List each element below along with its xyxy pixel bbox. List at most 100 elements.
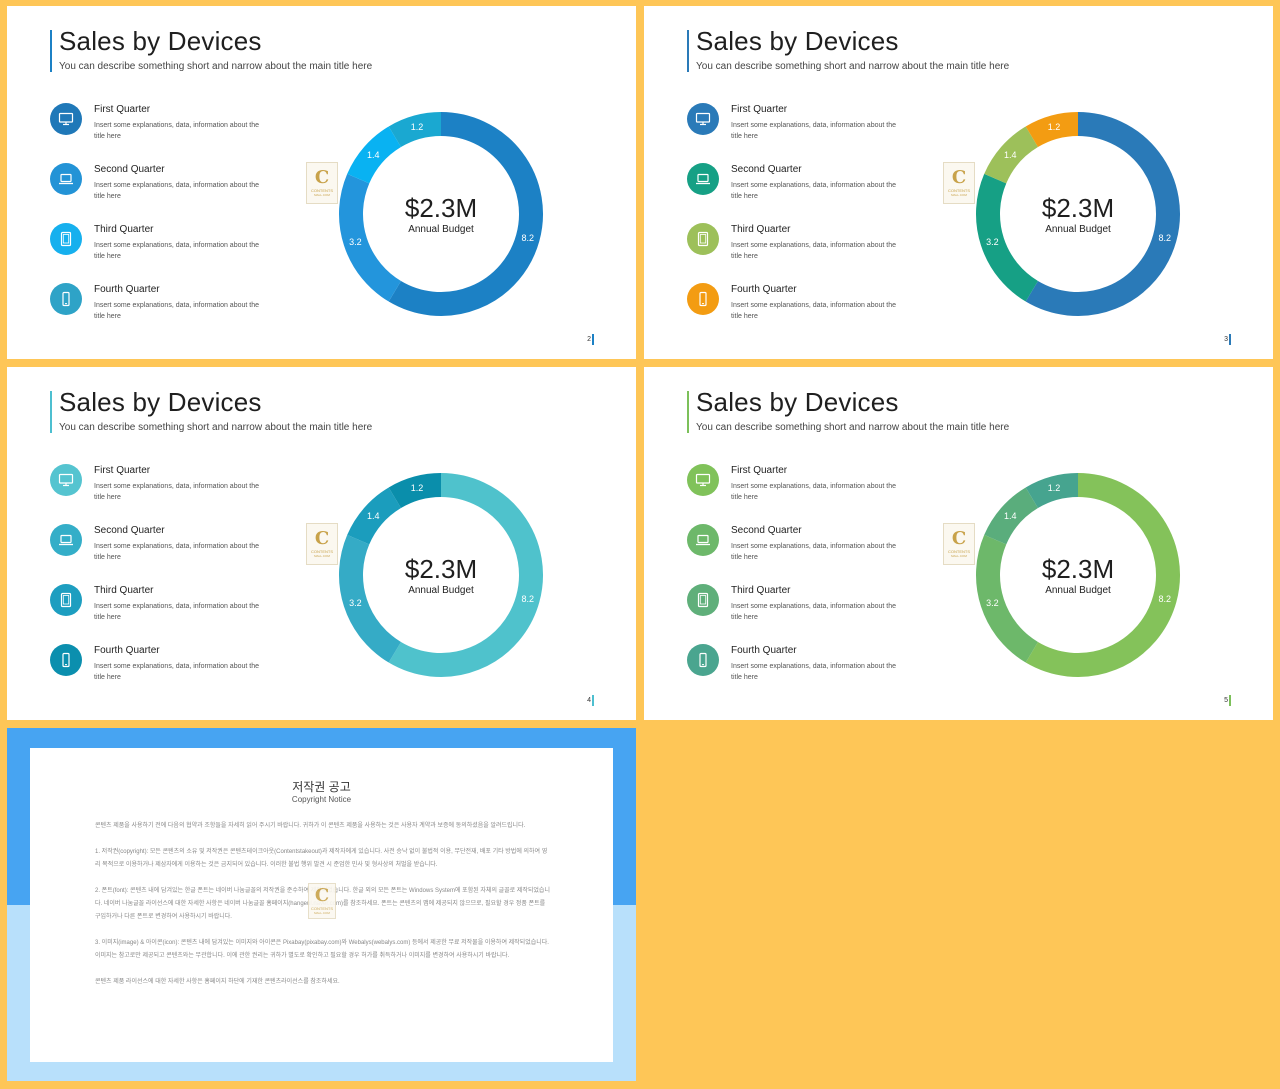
donut-segment-4 (1025, 112, 1079, 148)
notice-card: 저작권 공고 Copyright Notice 콘텐츠 제품을 사용하기 전에 … (30, 748, 613, 1062)
donut-chart: 8.2 3.2 1.4 1.2 $2.3M Annual Budget (335, 469, 547, 681)
monitor-icon (50, 464, 82, 496)
donut-segment-2 (976, 534, 1039, 663)
quarter-item: Fourth Quarter Insert some explanations, … (687, 642, 927, 702)
quarter-description: Insert some explanations, data, informat… (731, 603, 896, 621)
logo-letter: C (314, 528, 330, 549)
slide-1: Sales by Devices You can describe somethi… (7, 6, 636, 359)
notice-paragraph: 1. 저작권(copyright): 모든 콘텐츠의 소유 및 저작권은 콘텐츠… (95, 849, 548, 868)
donut-value-label: 8.2 (521, 232, 535, 243)
donut-segment-3 (347, 487, 402, 545)
slide-subtitle: You can describe something short and nar… (59, 422, 373, 433)
logo-line1: CONTENTS (311, 906, 333, 911)
quarter-description: Insert some explanations, data, informat… (94, 122, 259, 140)
slide-2: Sales by Devices You can describe somethi… (644, 6, 1273, 359)
donut-center: $2.3M Annual Budget (335, 469, 547, 681)
contents-logo: C CONTENTS MALL.COM (306, 162, 338, 204)
logo-badge: C CONTENTS MALL.COM (308, 883, 336, 919)
monitor-icon (50, 103, 82, 135)
donut-chart: 8.2 3.2 1.4 1.2 $2.3M Annual Budget (972, 469, 1184, 681)
quarter-item: Third Quarter Insert some explanations, d… (687, 582, 927, 642)
quarter-item: Third Quarter Insert some explanations, d… (687, 221, 927, 281)
quarter-label: Fourth Quarter (94, 284, 160, 295)
quarter-list: First Quarter Insert some explanations, d… (50, 462, 290, 702)
quarter-item: Second Quarter Insert some explanations, … (687, 522, 927, 582)
quarter-description: Insert some explanations, data, informat… (731, 483, 896, 501)
donut-value-label: 3.2 (349, 597, 362, 608)
title-accent-bar (50, 391, 52, 433)
donut-center-caption: Annual Budget (408, 584, 474, 596)
donut-segment-2 (339, 173, 402, 302)
donut-center-value: $2.3M (404, 192, 478, 223)
donut-segment-1 (388, 473, 543, 677)
slide-title: Sales by Devices (696, 387, 899, 417)
donut-segment-1 (388, 112, 543, 316)
donut-value-label: 1.2 (410, 122, 424, 133)
logo-line2: MALL.COM (314, 911, 330, 915)
donut-value-label: 1.2 (410, 483, 424, 494)
donut-value-label: 8.2 (521, 593, 535, 604)
tablet-icon (50, 584, 82, 616)
quarter-label: Fourth Quarter (731, 284, 797, 295)
quarter-label: First Quarter (94, 104, 151, 115)
logo-letter: C (951, 167, 967, 188)
donut-center-caption: Annual Budget (1045, 223, 1111, 235)
contents-logo: C CONTENTS MALL.COM (306, 523, 338, 565)
quarter-label: First Quarter (731, 104, 788, 115)
logo-letter: C (314, 167, 330, 188)
donut-value-label: 1.2 (1047, 483, 1061, 494)
slide-4: Sales by Devices You can describe somethi… (644, 367, 1273, 720)
quarter-description: Insert some explanations, data, informat… (731, 302, 896, 320)
quarter-item: Second Quarter Insert some explanations, … (50, 161, 290, 221)
quarter-list: First Quarter Insert some explanations, d… (687, 462, 927, 702)
page-number-bar (1229, 334, 1231, 345)
quarter-item: First Quarter Insert some explanations, d… (50, 101, 290, 161)
logo-letter: C (314, 885, 330, 906)
logo-line2: MALL.COM (951, 554, 967, 558)
notice-paragraph: 콘텐츠 제품을 사용하기 전에 다음의 협약과 조항들을 자세히 읽어 주시기 … (95, 823, 526, 829)
logo-line1: CONTENTS (948, 188, 970, 193)
logo-line2: MALL.COM (951, 193, 967, 197)
quarter-description: Insert some explanations, data, informat… (94, 543, 259, 561)
donut-value-label: 8.2 (1158, 232, 1172, 243)
page-number-bar (1229, 695, 1231, 706)
quarter-description: Insert some explanations, data, informat… (731, 182, 896, 200)
laptop-icon (687, 524, 719, 556)
donut-center: $2.3M Annual Budget (972, 108, 1184, 320)
laptop-icon (687, 163, 719, 195)
quarter-item: Third Quarter Insert some explanations, d… (50, 221, 290, 281)
donut-svg (976, 473, 1180, 677)
quarter-description: Insert some explanations, data, informat… (94, 182, 259, 200)
slide-title: Sales by Devices (59, 387, 262, 417)
quarter-item: Fourth Quarter Insert some explanations, … (50, 281, 290, 341)
quarter-label: Second Quarter (731, 525, 802, 536)
donut-center: $2.3M Annual Budget (972, 469, 1184, 681)
phone-icon (50, 644, 82, 676)
page-number: 5 (1224, 697, 1228, 704)
title-accent-bar (687, 30, 689, 72)
contents-logo: C CONTENTS MALL.COM (943, 523, 975, 565)
donut-value-label: 3.2 (986, 236, 999, 247)
quarter-description: Insert some explanations, data, informat… (731, 543, 896, 561)
title-accent-bar (687, 391, 689, 433)
quarter-description: Insert some explanations, data, informat… (94, 483, 259, 501)
donut-center-caption: Annual Budget (1045, 584, 1111, 596)
donut-value-label: 8.2 (1158, 593, 1172, 604)
logo-line2: MALL.COM (314, 554, 330, 558)
donut-value-label: 3.2 (349, 236, 362, 247)
quarter-label: Fourth Quarter (94, 645, 160, 656)
donut-value-label: 1.4 (1003, 149, 1017, 160)
quarter-item: Second Quarter Insert some explanations, … (687, 161, 927, 221)
donut-segment-4 (1025, 473, 1079, 509)
page-number-bar (592, 334, 594, 345)
quarter-label: Second Quarter (731, 164, 802, 175)
phone-icon (687, 283, 719, 315)
donut-value-label: 3.2 (986, 597, 999, 608)
quarter-description: Insert some explanations, data, informat… (94, 242, 259, 260)
donut-segment-3 (984, 487, 1039, 545)
donut-center-value: $2.3M (1041, 192, 1115, 223)
quarter-label: Third Quarter (731, 585, 791, 596)
slide-title: Sales by Devices (59, 26, 262, 56)
notice-title: 저작권 공고 (292, 780, 351, 794)
page-number: 3 (1224, 336, 1228, 343)
